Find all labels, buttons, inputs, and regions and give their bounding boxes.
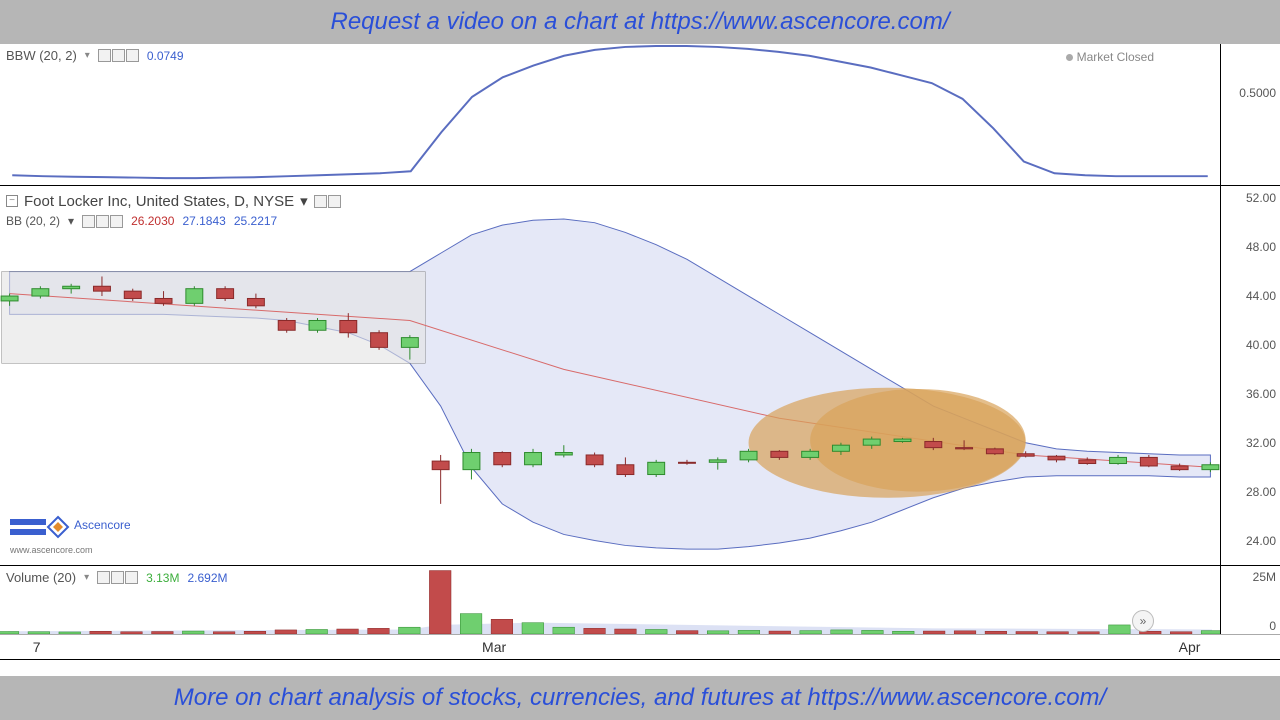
symbol-title-row: − Foot Locker Inc, United States, D, NYS… bbox=[6, 192, 341, 210]
market-status: Market Closed bbox=[1066, 50, 1154, 64]
chevron-down-icon[interactable]: ▾ bbox=[300, 192, 308, 210]
volume-pane: Volume (20) ▾ 3.13M 2.692M » 25M0 bbox=[0, 566, 1280, 634]
bbw-yaxis: 0.5000 bbox=[1220, 44, 1280, 185]
expand-icon[interactable]: » bbox=[1132, 610, 1154, 632]
volume-header: Volume (20) ▾ 3.13M 2.692M bbox=[6, 570, 228, 585]
chevron-down-icon[interactable]: ▾ bbox=[85, 50, 90, 61]
price-yaxis: 52.0048.0044.0040.0036.0032.0028.0024.00 bbox=[1220, 186, 1280, 565]
collapse-icon[interactable]: − bbox=[6, 195, 18, 207]
date-axis-pane: 7MarApr bbox=[0, 634, 1280, 660]
chart-panes: BBW (20, 2) ▾ 0.0749 Market Closed 0.500… bbox=[0, 44, 1280, 676]
bb-header: BB (20, 2) ▾ 26.2030 27.1843 25.2217 bbox=[6, 214, 277, 228]
volume-label: Volume (20) bbox=[6, 570, 76, 585]
indicator-buttons[interactable] bbox=[98, 49, 139, 62]
bbw-plot[interactable]: BBW (20, 2) ▾ 0.0749 Market Closed bbox=[0, 44, 1220, 185]
watermark-logo: Ascencore www.ascencore.com bbox=[10, 515, 130, 555]
bb-label: BB (20, 2) bbox=[6, 214, 60, 228]
volume-yaxis: 25M0 bbox=[1220, 566, 1280, 634]
svg-text:Ascencore: Ascencore bbox=[74, 518, 130, 532]
watermark-url: www.ascencore.com bbox=[10, 545, 130, 555]
date-axis: 7MarApr bbox=[0, 635, 1280, 659]
top-banner: Request a video on a chart at https://ww… bbox=[0, 0, 1280, 44]
volume-val-2: 2.692M bbox=[187, 571, 227, 585]
bbw-header: BBW (20, 2) ▾ 0.0749 bbox=[6, 48, 184, 63]
symbol-buttons[interactable] bbox=[314, 195, 341, 208]
bb-buttons[interactable] bbox=[82, 215, 123, 228]
volume-buttons[interactable] bbox=[97, 571, 138, 584]
bbw-label: BBW (20, 2) bbox=[6, 48, 77, 63]
chevron-down-icon[interactable]: ▾ bbox=[68, 214, 74, 228]
volume-val-1: 3.13M bbox=[146, 571, 179, 585]
bb-val-1: 26.2030 bbox=[131, 214, 174, 228]
volume-plot[interactable]: Volume (20) ▾ 3.13M 2.692M » bbox=[0, 566, 1220, 634]
bbw-value: 0.0749 bbox=[147, 49, 184, 63]
bottom-banner: More on chart analysis of stocks, curren… bbox=[0, 676, 1280, 720]
bb-val-3: 25.2217 bbox=[234, 214, 277, 228]
price-pane: − Foot Locker Inc, United States, D, NYS… bbox=[0, 186, 1280, 566]
symbol-title: Foot Locker Inc, United States, D, NYSE bbox=[24, 193, 294, 210]
chevron-down-icon[interactable]: ▾ bbox=[84, 572, 89, 583]
bb-val-2: 27.1843 bbox=[182, 214, 225, 228]
bbw-pane: BBW (20, 2) ▾ 0.0749 Market Closed 0.500… bbox=[0, 44, 1280, 186]
price-plot[interactable]: − Foot Locker Inc, United States, D, NYS… bbox=[0, 186, 1220, 565]
